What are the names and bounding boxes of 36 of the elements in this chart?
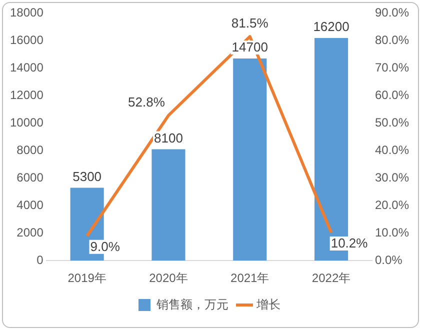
y-tick-label: 14000: [10, 60, 44, 74]
bar: [233, 58, 267, 261]
y2-tick-label: 80.0%: [374, 33, 410, 47]
data-label: 9.0%: [90, 238, 120, 254]
data-label: 52.8%: [128, 94, 166, 110]
x-tick-label: 2019年: [68, 271, 106, 286]
y2-tick-label: 90.0%: [374, 6, 410, 20]
y2-tick-label: 50.0%: [374, 115, 410, 130]
y-tick-label: 0: [36, 252, 44, 267]
y2-tick-label: 60.0%: [374, 88, 410, 102]
x-tick-label: 2020年: [149, 271, 188, 286]
y-tick-label: 6000: [16, 170, 44, 184]
y2-tick-label: 70.0%: [374, 60, 410, 74]
y-tick-label: 12000: [10, 88, 44, 102]
y2-tick-label: 10.0%: [374, 225, 410, 240]
data-label: 5300: [72, 168, 102, 184]
data-label: 10.2%: [330, 236, 368, 251]
y2-tick-label: 0.0%: [374, 252, 403, 267]
data-label: 8100: [154, 130, 183, 146]
bar: [152, 149, 186, 261]
legend-label: 增长: [256, 297, 280, 312]
y-tick-label: 2000: [16, 225, 44, 240]
x-tick-label: 2022年: [312, 271, 351, 286]
y2-tick-label: 20.0%: [374, 198, 410, 212]
data-label: 16200: [313, 19, 350, 34]
data-label: 81.5%: [231, 16, 269, 31]
y2-tick-label: 30.0%: [374, 170, 410, 184]
data-label: 14700: [232, 40, 268, 55]
y-tick-label: 4000: [16, 198, 44, 212]
y-tick-label: 10000: [10, 115, 44, 130]
y-tick-label: 16000: [10, 33, 44, 47]
y-tick-label: 8000: [16, 142, 44, 157]
x-tick-label: 2021年: [230, 271, 270, 286]
y2-tick-label: 40.0%: [374, 142, 410, 157]
y-tick-label: 18000: [10, 6, 44, 20]
legend-label: 销售额，万元: [156, 297, 228, 312]
